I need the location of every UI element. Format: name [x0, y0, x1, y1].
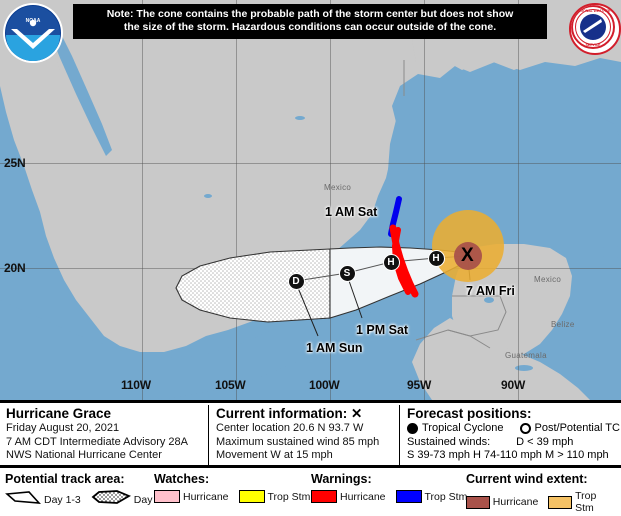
issuing-office: NWS National Hurricane Center: [6, 449, 162, 462]
current-position-x-marker[interactable]: X: [461, 245, 474, 266]
forecast-marker-h1[interactable]: H: [382, 253, 400, 271]
gridline-90w: [518, 0, 519, 400]
advisory-info-panel: Hurricane Grace Friday August 20, 2021 7…: [0, 400, 621, 466]
watches-swatches: Hurricane Trop Stm: [154, 490, 317, 503]
watch-tropstm-label: Trop Stm: [267, 490, 311, 503]
info-divider-1: [208, 405, 209, 466]
tropical-cyclone-icon: [407, 423, 418, 435]
gridline-100w: [330, 0, 331, 400]
watch-hurricane-label: Hurricane: [183, 490, 229, 503]
warnings-title: Warnings:: [311, 472, 372, 486]
tropical-cyclone-label: Tropical Cyclone: [422, 422, 504, 434]
advisory-date: Friday August 20, 2021: [6, 422, 120, 434]
forecast-positions-title: Forecast positions:: [407, 406, 532, 421]
svg-text:NOAA: NOAA: [26, 18, 41, 24]
center-location: Center location 20.6 N 93.7 W: [216, 422, 364, 434]
cone-note-banner: Note: The cone contains the probable pat…: [73, 4, 547, 39]
gridline-25n: [0, 163, 621, 164]
wind-extent-title: Current wind extent:: [466, 472, 588, 486]
leader-day2: [346, 274, 363, 319]
wind-extent-hurricane: [454, 242, 482, 270]
storm-identity-column: Hurricane Grace Friday August 20, 2021 7…: [6, 406, 206, 463]
warnings-swatches: Hurricane Trop Stm: [311, 490, 474, 503]
lat-label-20n: 20N: [4, 261, 26, 275]
geo-label-guatemala: Guatemala: [505, 351, 547, 360]
forecast-marker-d[interactable]: D: [287, 272, 305, 290]
depression-range: D < 39 mph: [516, 435, 574, 448]
watches-title: Watches:: [154, 472, 210, 486]
svg-text:NATIONAL WEATHER: NATIONAL WEATHER: [575, 9, 611, 13]
warning-hurricane-label: Hurricane: [340, 490, 386, 503]
extent-tropstm-label: Trop Stm: [575, 490, 597, 514]
cone-day13-icon: [5, 490, 41, 510]
potential-track-title: Potential track area:: [5, 472, 125, 486]
geo-label-mexico-north: Mexico: [324, 183, 352, 192]
current-information-column: Current information: ✕ Center location 2…: [216, 406, 396, 463]
advisory-number: 7 AM CDT Intermediate Advisory 28A: [6, 435, 188, 448]
wind-scale-values: S 39-73 mph H 74-110 mph M > 110 mph: [407, 449, 609, 462]
current-position-icon: ✕: [351, 406, 363, 421]
potential-track-swatches: Day 1-3 Day 4-5: [5, 490, 178, 510]
warning-hurricane-swatch: [311, 490, 337, 503]
land-masses: [0, 0, 621, 400]
lon-label-90w: 90W: [501, 378, 526, 392]
forecast-marker-h2[interactable]: H: [427, 249, 445, 267]
warning-tropstm-swatch: [395, 490, 422, 503]
extent-tropstm-swatch: [548, 495, 573, 509]
noaa-logo: NOAA: [5, 5, 61, 61]
storm-name: Hurricane Grace: [6, 406, 112, 421]
forecast-symbol-legend: Tropical Cyclone Post/Potential TC: [407, 422, 621, 436]
forecast-positions-column: Forecast positions: Tropical Cyclone Pos…: [407, 406, 621, 463]
watch-hurricane-swatch: [154, 490, 180, 503]
extent-hurricane-swatch: [466, 495, 490, 509]
watch-tropstm-swatch: [238, 490, 265, 503]
cone-day45: [175, 248, 331, 323]
leader-day5: [295, 282, 319, 337]
legend-warnings: Warnings: Hurricane Trop Stm: [311, 471, 474, 503]
day13-label: Day 1-3: [44, 494, 81, 506]
gridline-105w: [236, 0, 237, 400]
extent-hurricane-label: Hurricane: [492, 496, 539, 508]
forecast-map[interactable]: 25N 20N 110W 105W 100W 95W 90W Mexico Me…: [0, 0, 621, 400]
map-legend: Potential track area: Day 1-3: [0, 465, 621, 516]
gridline-110w: [142, 0, 143, 400]
geo-label-mexico-south: Mexico: [534, 275, 562, 284]
lon-label-110w: 110W: [121, 378, 151, 392]
gridline-95w: [424, 0, 425, 400]
wind-extent-swatches: Hurricane Trop Stm: [466, 490, 621, 514]
cone-day45-icon: [91, 490, 131, 510]
info-divider-2: [399, 405, 400, 466]
lon-label-105w: 105W: [215, 378, 246, 392]
legend-potential-track: Potential track area: Day 1-3: [5, 471, 178, 510]
warning-tropstm-label: Trop Stm: [424, 490, 468, 503]
track-label-1am-sat: 1 AM Sat: [325, 205, 378, 219]
legend-wind-extent: Current wind extent: Hurricane Trop Stm: [466, 471, 621, 514]
legend-watches: Watches: Hurricane Trop Stm: [154, 471, 317, 503]
track-label-7am-fri: 7 AM Fri: [466, 284, 515, 298]
post-potential-tc-label: Post/Potential TC: [534, 422, 620, 434]
max-sustained-wind: Maximum sustained wind 85 mph: [216, 435, 380, 448]
current-information-label: Current information:: [216, 406, 348, 421]
geo-label-belize: Belize: [551, 320, 575, 329]
lon-label-95w: 95W: [407, 378, 432, 392]
current-information-title: Current information: ✕: [216, 406, 396, 422]
lat-label-25n: 25N: [4, 156, 26, 170]
nws-logo: NATIONAL WEATHER SERVICE: [569, 3, 621, 55]
note-line-2: the size of the storm. Hazardous conditi…: [123, 21, 497, 33]
track-label-1pm-sat: 1 PM Sat: [356, 323, 409, 337]
forecast-marker-s[interactable]: S: [338, 264, 356, 282]
lon-label-100w: 100W: [309, 378, 340, 392]
track-label-1am-sun: 1 AM Sun: [306, 341, 363, 355]
sustained-winds-row: Sustained winds: D < 39 mph: [407, 436, 621, 450]
storm-movement: Movement W at 15 mph: [216, 449, 333, 462]
svg-text:SERVICE: SERVICE: [586, 43, 602, 47]
wind-scale-row: S 39-73 mph H 74-110 mph M > 110 mph: [407, 449, 621, 463]
sustained-winds-label: Sustained winds:: [407, 435, 491, 448]
note-line-1: Note: The cone contains the probable pat…: [106, 8, 514, 20]
post-potential-tc-icon: [519, 423, 531, 435]
forecast-cone-and-track: [175, 196, 471, 337]
